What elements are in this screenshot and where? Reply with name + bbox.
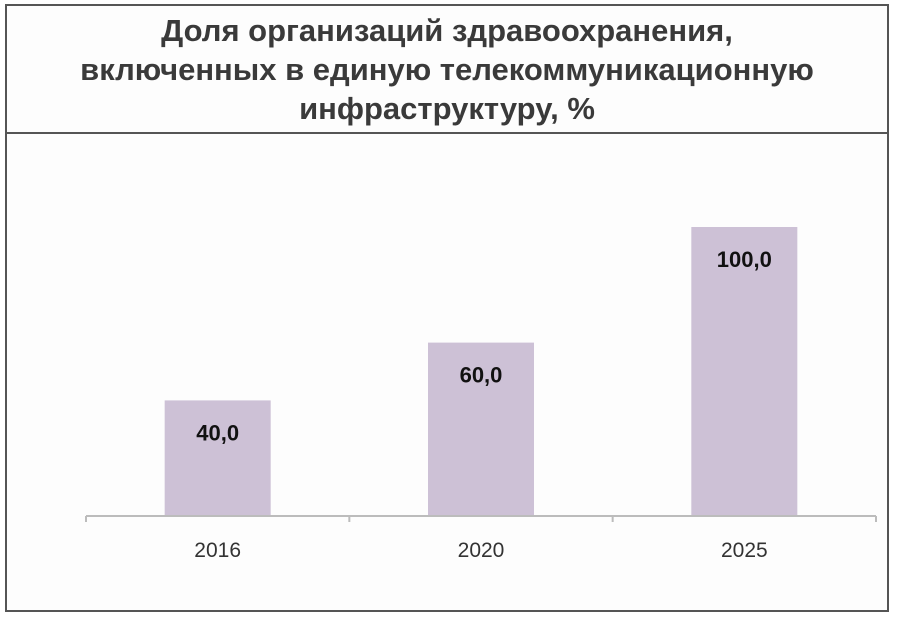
x-tick-label-2016: 2016: [194, 539, 241, 562]
value-label-2020: 60,0: [460, 363, 503, 388]
chart-title: Доля организаций здравоохранения, включе…: [80, 12, 814, 126]
bar-2016: [164, 400, 271, 516]
bar-2025: [691, 227, 798, 516]
value-label-2016: 40,0: [196, 420, 239, 445]
value-label-2025: 100,0: [717, 247, 772, 272]
title-box: Доля организаций здравоохранения, включе…: [7, 6, 887, 134]
x-tick-label-2020: 2020: [458, 539, 505, 562]
bar-2020: [428, 342, 534, 516]
x-tick-label-2025: 2025: [721, 539, 768, 562]
